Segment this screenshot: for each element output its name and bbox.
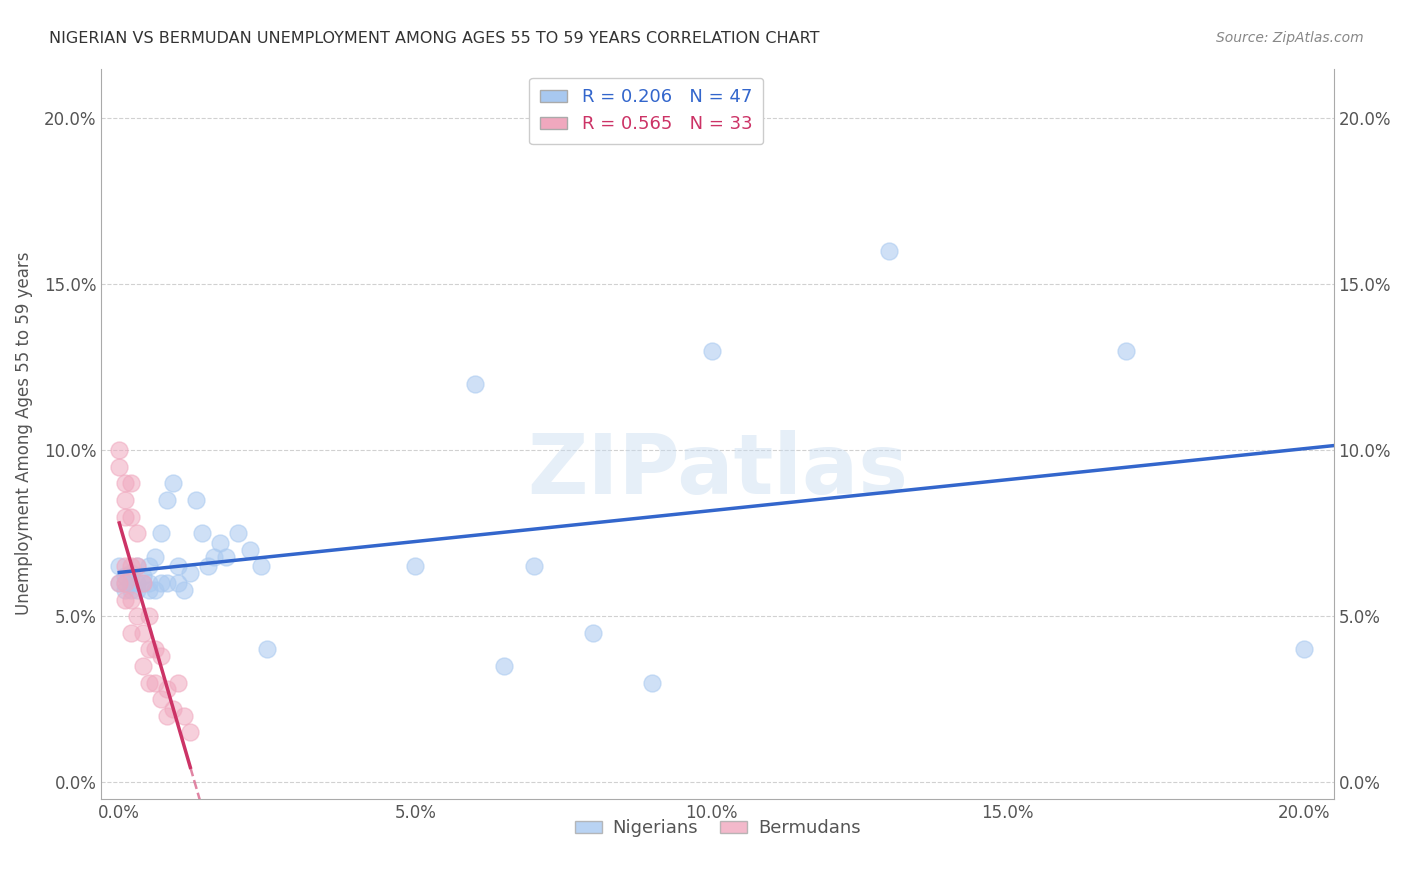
Point: [582, 625, 605, 640]
Point: [120, 582, 142, 597]
Point: [149, 576, 172, 591]
Point: [156, 682, 179, 697]
Point: [202, 549, 225, 564]
Point: [239, 542, 262, 557]
Point: [120, 476, 142, 491]
Point: [1292, 642, 1315, 657]
Point: [114, 582, 136, 597]
Point: [156, 576, 179, 591]
Point: [641, 675, 664, 690]
Point: [143, 642, 166, 657]
Point: [167, 675, 190, 690]
Point: [138, 559, 160, 574]
Point: [156, 709, 179, 723]
Point: [114, 576, 136, 591]
Point: [120, 559, 142, 574]
Point: [404, 559, 426, 574]
Point: [125, 559, 148, 574]
Point: [191, 526, 214, 541]
Point: [120, 625, 142, 640]
Point: [215, 549, 238, 564]
Point: [114, 509, 136, 524]
Point: [879, 244, 901, 259]
Point: [120, 592, 142, 607]
Point: [464, 376, 486, 391]
Point: [138, 609, 160, 624]
Point: [250, 559, 273, 574]
Point: [179, 566, 201, 580]
Point: [125, 559, 148, 574]
Point: [143, 582, 166, 597]
Point: [700, 343, 723, 358]
Point: [226, 526, 249, 541]
Point: [179, 725, 201, 739]
Point: [167, 559, 190, 574]
Point: [125, 576, 148, 591]
Point: [108, 576, 131, 591]
Point: [173, 709, 195, 723]
Point: [138, 642, 160, 657]
Point: [125, 609, 148, 624]
Point: [120, 566, 142, 580]
Point: [149, 649, 172, 664]
Point: [186, 493, 208, 508]
Point: [120, 509, 142, 524]
Point: [114, 559, 136, 574]
Text: ZIPatlas: ZIPatlas: [527, 430, 908, 511]
Point: [108, 576, 131, 591]
Point: [143, 675, 166, 690]
Point: [114, 569, 136, 583]
Point: [108, 459, 131, 474]
Point: [132, 659, 155, 673]
Point: [114, 592, 136, 607]
Point: [208, 536, 231, 550]
Point: [143, 549, 166, 564]
Point: [138, 675, 160, 690]
Point: [149, 526, 172, 541]
Point: [114, 476, 136, 491]
Point: [1115, 343, 1137, 358]
Text: Source: ZipAtlas.com: Source: ZipAtlas.com: [1216, 31, 1364, 45]
Point: [256, 642, 278, 657]
Point: [173, 582, 195, 597]
Point: [138, 582, 160, 597]
Point: [108, 559, 131, 574]
Point: [167, 576, 190, 591]
Point: [114, 493, 136, 508]
Point: [108, 443, 131, 458]
Point: [156, 493, 179, 508]
Text: NIGERIAN VS BERMUDAN UNEMPLOYMENT AMONG AGES 55 TO 59 YEARS CORRELATION CHART: NIGERIAN VS BERMUDAN UNEMPLOYMENT AMONG …: [49, 31, 820, 46]
Point: [494, 659, 516, 673]
Point: [132, 576, 155, 591]
Point: [132, 569, 155, 583]
Point: [114, 576, 136, 591]
Legend: Nigerians, Bermudans: Nigerians, Bermudans: [568, 812, 868, 845]
Point: [120, 576, 142, 591]
Point: [125, 582, 148, 597]
Point: [162, 476, 184, 491]
Point: [523, 559, 546, 574]
Point: [132, 625, 155, 640]
Point: [149, 692, 172, 706]
Point: [162, 702, 184, 716]
Point: [125, 526, 148, 541]
Y-axis label: Unemployment Among Ages 55 to 59 years: Unemployment Among Ages 55 to 59 years: [15, 252, 32, 615]
Point: [132, 576, 155, 591]
Point: [197, 559, 219, 574]
Point: [138, 576, 160, 591]
